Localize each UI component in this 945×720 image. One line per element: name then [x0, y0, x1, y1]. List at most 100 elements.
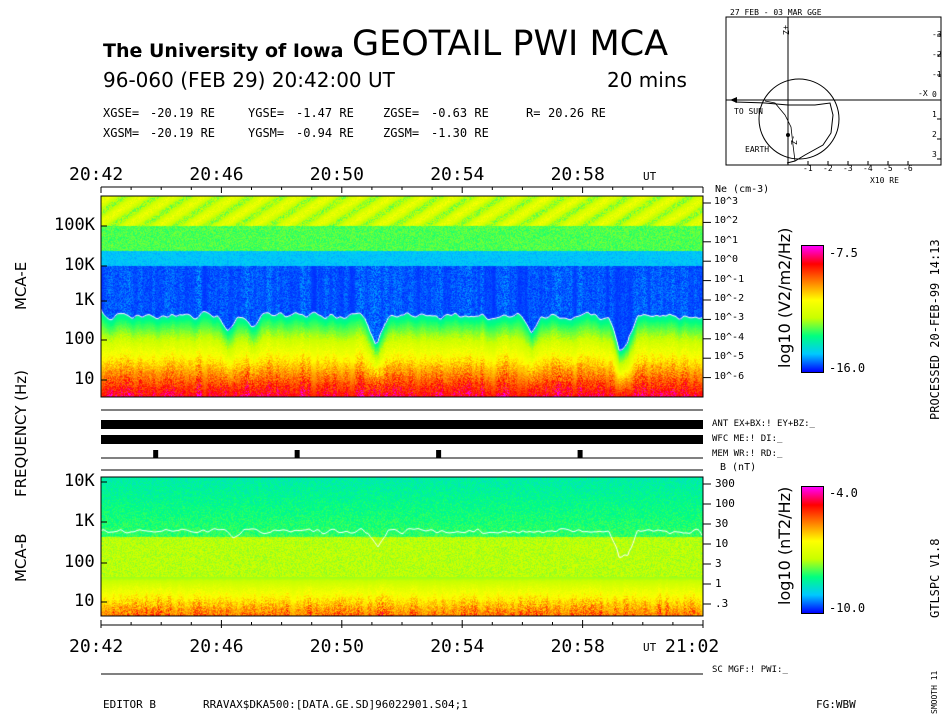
mca-b-colorbar [801, 486, 824, 614]
orbit-y-tick-label: -1 [932, 70, 942, 79]
xgsm-label: XGSM= [103, 126, 140, 140]
mca-b-colorbar-min: -10.0 [829, 601, 866, 615]
mca-b-label: MCA-B [12, 533, 30, 582]
b-axis-tick-label: 3 [715, 557, 722, 570]
ant-status-bar [101, 420, 703, 429]
fg-label: FG:WBW [816, 698, 856, 711]
ne-axis-tick-label: 10^-5 [714, 351, 745, 363]
b-axis-tick-label: 100 [715, 497, 735, 510]
ygse-value: -1.47 RE [296, 106, 354, 120]
mca-b-frame [100, 476, 704, 617]
top-time-tick-label: 20:54 [430, 164, 485, 185]
bottom-time-tick-label: 20:58 [550, 636, 605, 657]
mca-b-y-tick-label: 10K [64, 471, 95, 491]
institution-label: The University of Iowa [103, 40, 344, 62]
orbit-y-tick-label: -2 [932, 50, 942, 59]
mca-b-y-tick-label: 10 [74, 591, 95, 611]
orbit-x-tick-label: -3 [843, 164, 853, 173]
orbit-x-tick-label: -6 [903, 164, 913, 173]
top-time-tick-label: 20:58 [550, 164, 605, 185]
ne-axis-tick-label: 10^-3 [714, 312, 745, 324]
mca-b-spectrogram [101, 477, 703, 616]
orbit-y-tick-label: 2 [932, 130, 937, 139]
ne-axis-title: Ne (cm-3) [715, 184, 770, 195]
frequency-label: FREQUENCY (Hz) [12, 369, 30, 497]
mca-b-y-tick-label: 100 [64, 552, 95, 572]
orbit-trajectory-inner [764, 100, 796, 162]
earth-marker [786, 133, 790, 137]
wfc-status-bar [101, 435, 703, 444]
processed-label: PROCESSED 20-FEB-99 14:13 [928, 239, 942, 420]
mca-e-frame [100, 195, 704, 398]
top-time-tick-label: 20:42 [69, 164, 124, 185]
mca-e-heatmap [101, 196, 703, 397]
orbit-to-sun-label: TO SUN [734, 107, 763, 116]
orbit-earth-label: EARTH [745, 145, 770, 154]
b-axis-tick-label: 10 [715, 537, 729, 550]
bottom-time-tick-label: 20:50 [309, 636, 364, 657]
orbit-x-tick-label: -1 [803, 164, 813, 173]
editor-label: EDITOR B [103, 698, 156, 711]
top-time-tick-label: 20:50 [309, 164, 364, 185]
mca-b-colorbar-max: -4.0 [829, 486, 858, 500]
orbit-y-tick-label: 0 [932, 90, 937, 99]
b-axis-tick-label: .3 [715, 597, 729, 610]
zgse-label: ZGSE= [383, 106, 420, 120]
bottom-time-tick-label: 20:46 [189, 636, 244, 657]
date-line: 96-060 (FEB 29) 20:42:00 UT [103, 68, 395, 92]
file-path: RRAVAX$DKA500:[DATA.GE.SD]96022901.S04;1 [203, 698, 468, 711]
mca-e-colorbar [801, 245, 824, 373]
b-axis-title: B (nT) [720, 462, 757, 473]
top-time-unit: UT [643, 170, 657, 183]
b-axis-tick-label: 30 [715, 517, 729, 530]
duration-label: 20 mins [607, 68, 687, 92]
mca-e-colorbar-label: log10 (V2/m2/Hz) [775, 227, 794, 368]
r-value: 20.26 RE [548, 106, 606, 120]
ygsm-value: -0.94 RE [296, 126, 354, 140]
mca-e-colorbar-max: -7.5 [829, 246, 858, 260]
mem-write-marker-1 [294, 450, 300, 458]
ne-axis-tick-label: 10^-1 [714, 273, 745, 285]
ne-axis-tick-label: 10^1 [714, 234, 739, 246]
zgsm-label: ZGSM= [383, 126, 420, 140]
mem-write-marker-3 [577, 450, 583, 458]
mca-e-y-tick-label: 10 [74, 369, 95, 389]
b-axis-tick-label: 1 [715, 577, 722, 590]
mca-b-y-tick-label: 1K [74, 511, 95, 531]
mca-e-colorbar-min: -16.0 [829, 361, 866, 375]
mca-e-y-tick-label: 100 [64, 329, 95, 349]
ne-axis-tick-label: 10^-4 [714, 331, 745, 343]
wfc-status: WFC ME:! DI:_ [712, 434, 783, 444]
xgsm-value: -20.19 RE [150, 126, 216, 140]
ne-axis-tick-label: 10^3 [714, 196, 739, 207]
orbit-frame [725, 16, 942, 166]
orbit-y-tick-label: 1 [932, 110, 937, 119]
ant-status: ANT EX+BX:! EY+BZ:_ [712, 419, 815, 429]
mca-e-label: MCA-E [12, 261, 30, 310]
ygsm-label: YGSM= [248, 126, 285, 140]
bottom-time-tick-label: 20:42 [69, 636, 124, 657]
orbit-title: 27 FEB - 03 MAR GGE [730, 8, 822, 17]
ne-axis-tick-label: 10^-2 [714, 293, 745, 304]
ne-axis-tick-label: 10^-6 [714, 370, 745, 382]
ygse-label: YGSE= [248, 106, 285, 120]
version-label: GTLSPC V1.8 [928, 538, 942, 618]
orbit-trajectory [734, 101, 834, 164]
to-sun-arrow [730, 97, 737, 103]
orbit-units-label: X10 RE [870, 176, 899, 185]
orbit-ticks [807, 34, 941, 165]
bottom-time-unit: UT [643, 641, 657, 654]
mem-write-marker-2 [436, 450, 442, 458]
orbit-x-tick-label: -5 [883, 164, 893, 173]
b-axis-tick-label: 300 [715, 477, 735, 490]
zgse-value: -0.63 RE [431, 106, 489, 120]
xgse-value: -20.19 RE [150, 106, 216, 120]
orbit-x-label: -X [918, 89, 928, 98]
ne-axis-tick-label: 10^2 [714, 215, 739, 227]
zgsm-value: -1.30 RE [431, 126, 489, 140]
mca-b-heatmap [101, 477, 703, 616]
top-time-tick-label: 20:46 [189, 164, 244, 185]
bottom-time-end: 21:02 [665, 636, 720, 657]
mca-e-y-tick-label: 100K [54, 215, 95, 235]
mem-write-marker-0 [153, 450, 159, 458]
